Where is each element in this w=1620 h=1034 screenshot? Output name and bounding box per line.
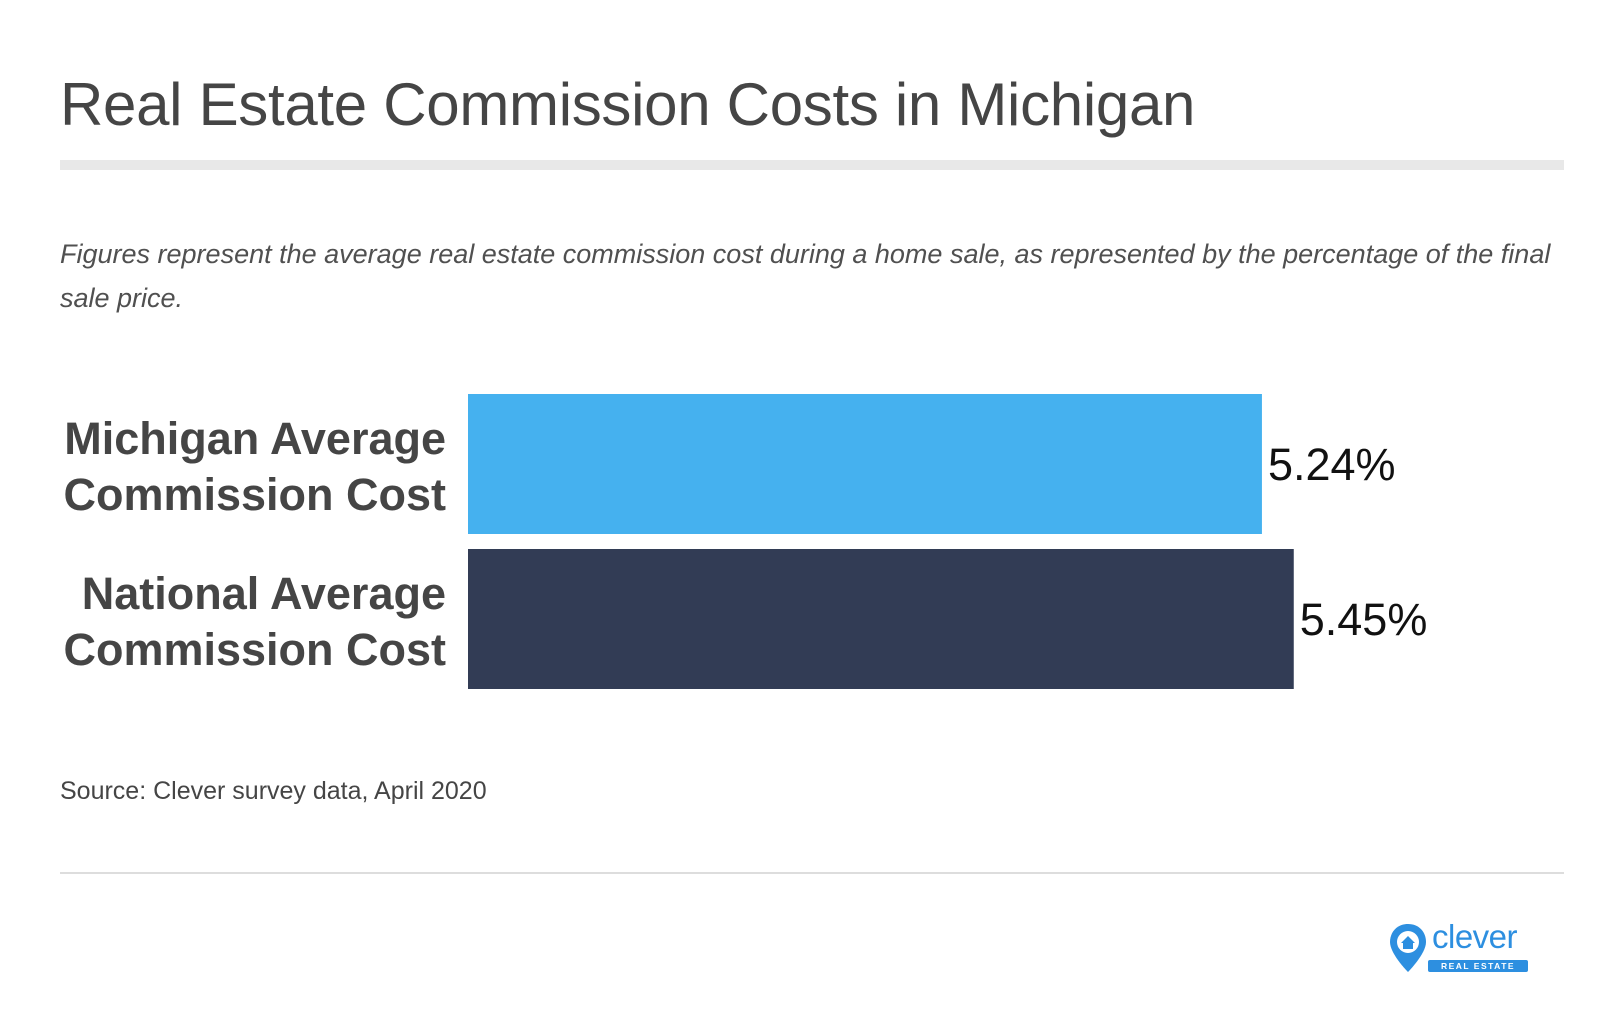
clever-logo: clever REAL ESTATE xyxy=(1388,918,1532,976)
page-title: Real Estate Commission Costs in Michigan xyxy=(60,71,1196,138)
source-note: Source: Clever survey data, April 2020 xyxy=(60,777,487,805)
category-label-0: Michigan Average Commission Cost xyxy=(63,413,446,520)
logo-tagline: REAL ESTATE xyxy=(1428,960,1528,972)
logo-wordmark: clever xyxy=(1432,918,1518,955)
bar-0 xyxy=(468,394,1262,534)
location-pin-icon xyxy=(1390,924,1426,972)
value-label-0: 5.24% xyxy=(1268,439,1396,490)
category-label-1: National Average Commission Cost xyxy=(63,568,446,675)
footer-divider xyxy=(60,872,1564,874)
chart-subtitle: Figures represent the average real estat… xyxy=(60,239,1551,313)
value-label-1: 5.45% xyxy=(1300,594,1428,645)
bar-chart: 5.24% Michigan Average Commission Cost 5.45… xyxy=(63,394,1428,689)
bar-1 xyxy=(468,549,1294,689)
title-divider xyxy=(60,160,1564,170)
